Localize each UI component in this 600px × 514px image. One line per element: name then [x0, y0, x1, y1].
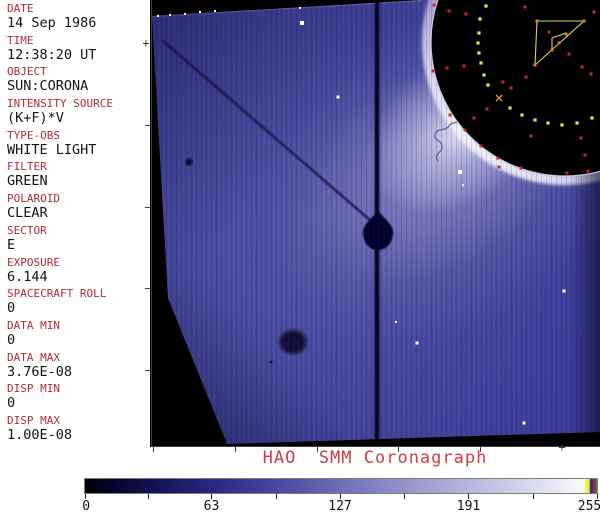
- left-axis-tick: [145, 125, 151, 126]
- field-value: CLEAR: [7, 205, 48, 222]
- field-disp-max: DISP MAX 1.00E-08: [7, 414, 150, 446]
- field-label: DISP MAX: [7, 413, 60, 427]
- field-filter: FILTER GREEN: [7, 160, 150, 192]
- field-label: DISP MIN: [7, 382, 60, 396]
- field-time: TIME 12:38:20 UT: [7, 34, 150, 66]
- colorbar-tick: [85, 494, 86, 499]
- field-intensity-source: INTENSITY SOURCE (K+F)*V: [7, 97, 150, 129]
- colorbar-axis: 0 63 127 191 255: [82, 494, 600, 514]
- field-value: 0: [7, 395, 16, 412]
- field-value: 14 Sep 1986: [7, 15, 97, 31]
- metadata-sidebar: DATE 14 Sep 1986 TIME 12:38:20 UT OBJECT SU…: [0, 0, 150, 447]
- field-type-obs: TYPE-OBS WHITE LIGHT: [7, 129, 150, 161]
- field-value: 0: [7, 331, 16, 348]
- coronagraph-image-panel: [150, 0, 600, 447]
- field-label: EXPOSURE: [7, 255, 60, 269]
- left-axis-tick: [145, 207, 151, 208]
- field-disp-min: DISP MIN 0: [7, 382, 150, 414]
- star-specks: [157, 7, 566, 425]
- colorbar-tick-label: 255: [577, 499, 600, 514]
- field-value: 1.00E-08: [7, 426, 73, 443]
- colorbar-tick: [211, 494, 213, 499]
- field-value: GREEN: [7, 173, 48, 190]
- field-label: POLAROID: [7, 192, 60, 206]
- colorbar-tick: [275, 494, 277, 499]
- bottom-axis-tick: [317, 447, 318, 452]
- field-value: SUN:CORONA: [7, 78, 89, 95]
- field-value: 0: [7, 300, 16, 317]
- colorbar-tick: [532, 494, 534, 499]
- coronagraph-image: [150, 0, 600, 447]
- left-axis-tick: [145, 288, 151, 289]
- red-fiducial-dots: [431, 3, 596, 175]
- field-label: SECTOR: [7, 223, 47, 237]
- bottom-axis-tick: [480, 447, 481, 452]
- field-value: 6.144: [7, 268, 48, 285]
- sun-center-marker-bottom: +: [558, 440, 566, 454]
- colorbar-tick: [597, 494, 598, 499]
- bottom-axis-tick: [398, 447, 399, 452]
- colorbar-tick: [468, 494, 470, 499]
- colorbar-tick-label: 191: [456, 499, 481, 514]
- intensity-colorbar: [84, 478, 598, 494]
- field-spacecraft-roll: SPACECRAFT ROLL 0: [7, 287, 150, 319]
- limb-cross-marker: [495, 94, 503, 102]
- bottom-axis-tick: [235, 447, 236, 452]
- field-label: DATE: [7, 2, 34, 15]
- field-label: FILTER: [7, 160, 47, 174]
- field-date: DATE 14 Sep 1986: [7, 2, 150, 34]
- field-sector: SECTOR E: [7, 224, 150, 256]
- field-object: OBJECT SUN:CORONA: [7, 65, 150, 97]
- colorbar-tick: [404, 494, 406, 499]
- field-value: WHITE LIGHT: [7, 141, 97, 158]
- field-value: E: [7, 236, 16, 253]
- field-exposure: EXPOSURE 6.144: [7, 256, 150, 288]
- bottom-axis-tick: [153, 447, 154, 452]
- polygon-vertex-dots: [533, 19, 586, 67]
- colorbar-tick: [148, 494, 150, 499]
- solar-limb-dots: [476, 4, 594, 127]
- field-label: TYPE-OBS: [7, 128, 60, 142]
- field-label: DATA MIN: [7, 318, 60, 332]
- image-title: HAO SMM Coronagraph: [262, 448, 488, 468]
- left-axis-line: [151, 0, 152, 447]
- field-label: TIME: [7, 33, 34, 47]
- sun-center-marker-left: +: [142, 36, 150, 50]
- bottom-axis-line: [151, 446, 600, 447]
- field-polaroid: POLAROID CLEAR: [7, 192, 150, 224]
- colorbar-tick-label: 0: [82, 499, 91, 514]
- field-label: OBJECT: [7, 65, 47, 79]
- field-value: 12:38:20 UT: [7, 46, 97, 63]
- left-axis-tick: [145, 370, 151, 371]
- field-value: 3.76E-08: [7, 363, 73, 380]
- field-data-max: DATA MAX 3.76E-08: [7, 351, 150, 383]
- field-value: (K+F)*V: [7, 110, 64, 127]
- colorbar-tick-label: 127: [328, 499, 352, 514]
- field-label: DATA MAX: [7, 350, 60, 364]
- colorbar-tick: [339, 494, 341, 499]
- field-data-min: DATA MIN 0: [7, 319, 150, 351]
- field-label: SPACECRAFT ROLL: [7, 287, 107, 301]
- field-label: INTENSITY SOURCE: [7, 97, 113, 111]
- colorbar-tick-label: 63: [203, 499, 220, 514]
